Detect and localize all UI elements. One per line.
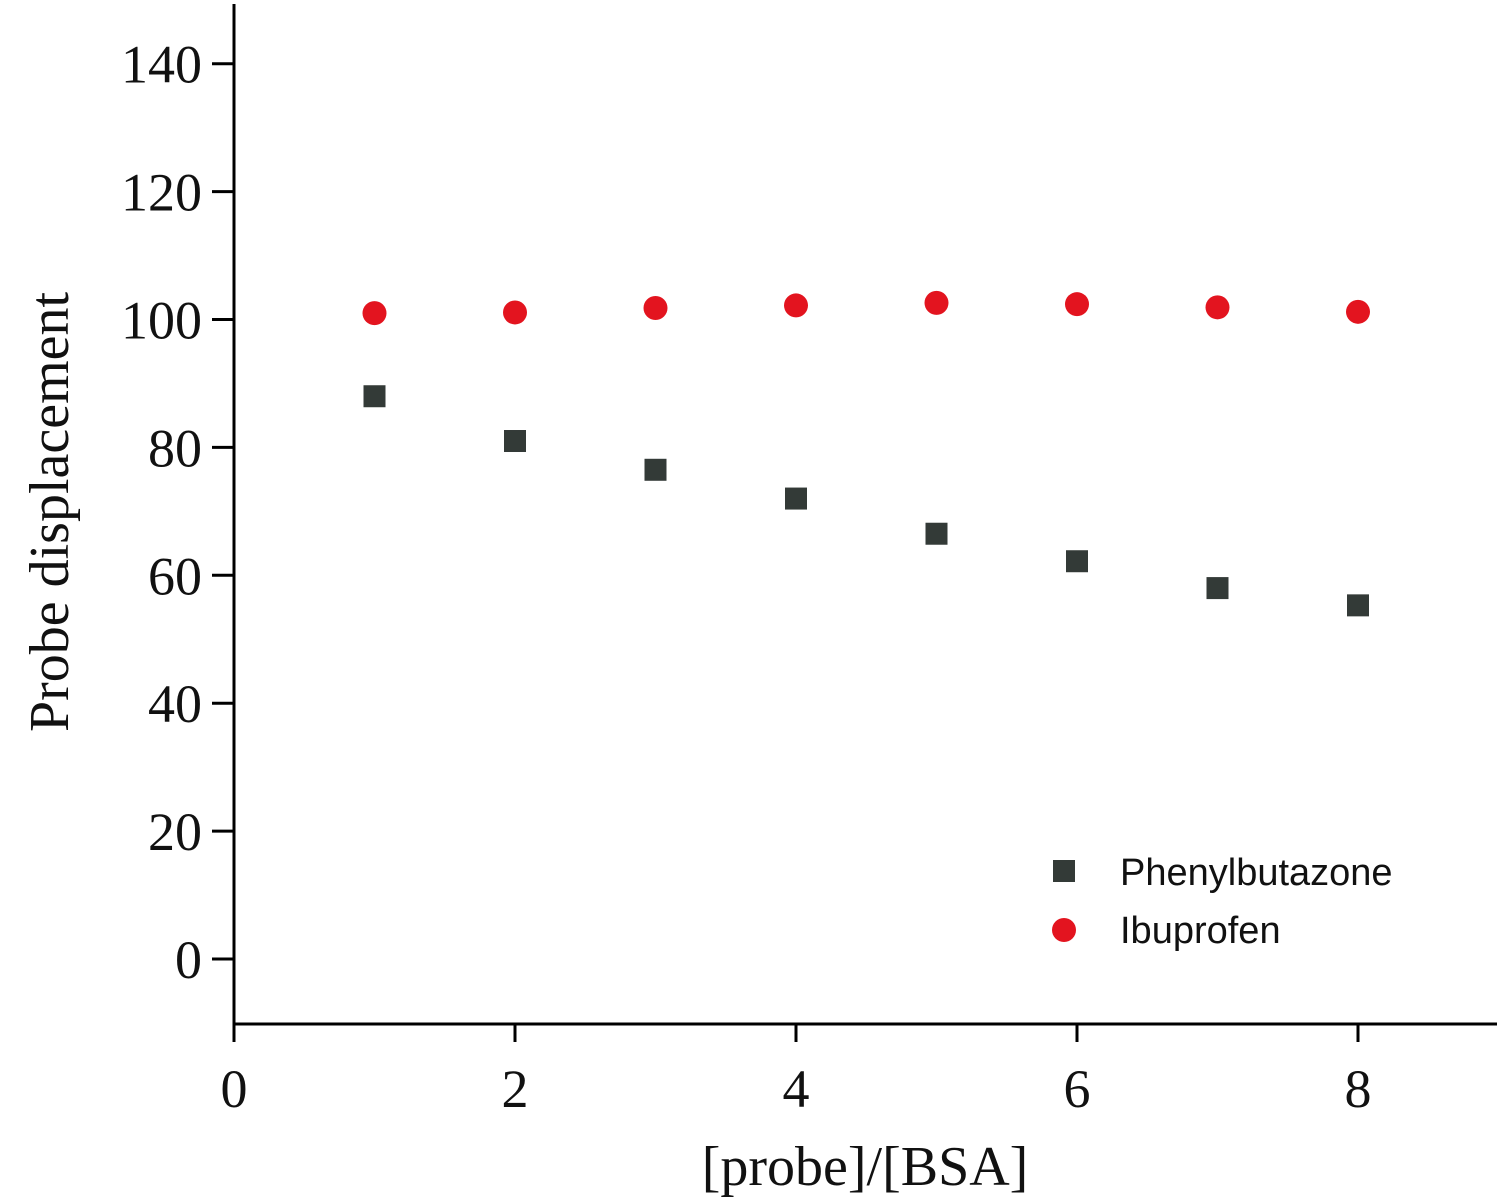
y-tick-label-120: 120 (121, 163, 202, 223)
x-tick-label-2: 2 (502, 1059, 529, 1119)
y-tick-label-60: 60 (148, 546, 202, 606)
y-tick-label-20: 20 (148, 802, 202, 862)
y-tick-label-100: 100 (121, 291, 202, 351)
y-axis-title: Probe displacement (19, 292, 81, 733)
legend-label-phenylbutazone: Phenylbutazone (1120, 852, 1393, 894)
point-ibuprofen-3 (643, 295, 668, 320)
y-ticks: 0 20 40 60 80 100 120 140 (121, 35, 234, 990)
point-phenylbutazone-2 (504, 430, 526, 453)
point-phenylbutazone-8 (1347, 594, 1369, 617)
point-ibuprofen-4 (784, 293, 808, 318)
legend-label-ibuprofen: Ibuprofen (1120, 910, 1281, 952)
x-tick-label-4: 4 (783, 1059, 810, 1119)
point-phenylbutazone-6 (1066, 550, 1088, 573)
x-ticks: 0 2 4 6 8 (221, 1024, 1372, 1119)
point-ibuprofen-8 (1346, 299, 1370, 324)
point-ibuprofen-7 (1205, 295, 1230, 320)
axes (232, 4, 1497, 1026)
point-phenylbutazone-1 (363, 385, 386, 408)
series-layer (362, 290, 1370, 617)
legend-marker-phenylbutazone (1053, 860, 1075, 882)
x-tick-label-6: 6 (1064, 1059, 1091, 1119)
x-tick-label-0: 0 (221, 1059, 248, 1119)
legend: Phenylbutazone Ibuprofen (1052, 852, 1393, 952)
point-phenylbutazone-4 (785, 487, 807, 510)
point-phenylbutazone-7 (1206, 577, 1229, 600)
point-phenylbutazone-3 (644, 458, 667, 481)
point-ibuprofen-1 (362, 301, 387, 326)
y-tick-label-140: 140 (121, 35, 202, 95)
point-ibuprofen-2 (503, 300, 527, 325)
y-tick-label-80: 80 (148, 418, 202, 478)
legend-marker-ibuprofen (1052, 918, 1076, 942)
point-phenylbutazone-5 (925, 522, 948, 545)
y-tick-label-40: 40 (148, 674, 202, 734)
x-axis-title: [probe]/[BSA] (702, 1136, 1029, 1198)
point-ibuprofen-5 (924, 290, 949, 315)
point-ibuprofen-6 (1065, 292, 1089, 317)
x-tick-label-8: 8 (1345, 1059, 1372, 1119)
y-tick-label-0: 0 (175, 930, 202, 990)
